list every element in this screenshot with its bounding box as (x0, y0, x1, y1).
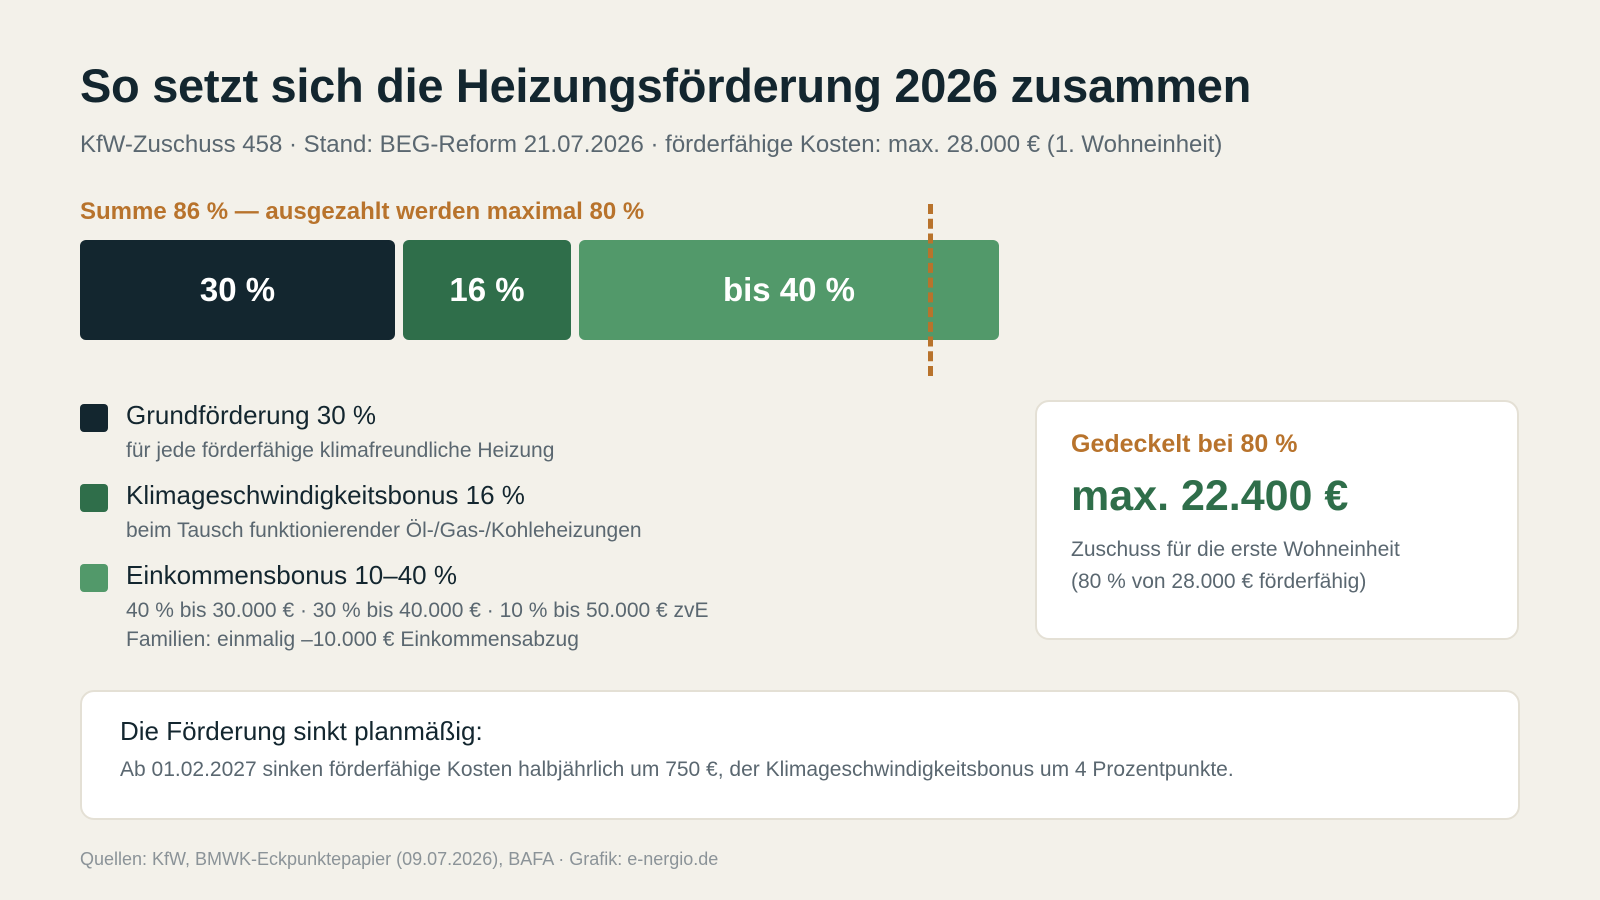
cap-heading: Gedeckelt bei 80 % (1071, 430, 1298, 458)
note-card: Die Förderung sinkt planmäßig: Ab 01.02.… (80, 690, 1520, 820)
legend-title: Einkommensbonus 10–40 % (126, 560, 457, 590)
bar-segment: 16 % (403, 240, 571, 340)
legend-swatch (80, 484, 108, 512)
note-text: Ab 01.02.2027 sinken förderfähige Kosten… (120, 758, 1234, 781)
sum-label: Summe 86 % — ausgezahlt werden maximal 8… (80, 198, 645, 225)
bar-segment: bis 40 % (579, 240, 999, 340)
legend-title: Grundförderung 30 % (126, 400, 377, 430)
legend-description-line: Familien: einmalig –10.000 € Einkommensa… (126, 628, 579, 651)
legend-description: für jede förderfähige klimafreundliche H… (126, 436, 554, 465)
cap-description-line: Zuschuss für die erste Wohneinheit (1071, 538, 1400, 561)
legend-description: beim Tausch funktionierender Öl-/Gas-/Ko… (126, 516, 642, 545)
legend-title: Klimageschwindigkeitsbonus 16 % (126, 480, 525, 510)
legend-swatch (80, 564, 108, 592)
legend-description-line: beim Tausch funktionierender Öl-/Gas-/Ko… (126, 519, 642, 542)
source-line: Quellen: KfW, BMWK-Eckpunktepapier (09.0… (80, 849, 719, 869)
note-title: Die Förderung sinkt planmäßig: (120, 716, 483, 746)
cap-card: Gedeckelt bei 80 % max. 22.400 € Zuschus… (1035, 400, 1519, 640)
page-title: So setzt sich die Heizungsförderung 2026… (80, 59, 1252, 112)
bar-segment: 30 % (80, 240, 395, 340)
cap-description-line: (80 % von 28.000 € förderfähig) (1071, 570, 1367, 593)
legend-description-line: 40 % bis 30.000 € · 30 % bis 40.000 € · … (126, 599, 709, 622)
cap-description: Zuschuss für die erste Wohneinheit (80 %… (1071, 534, 1400, 598)
legend-description: 40 % bis 30.000 € · 30 % bis 40.000 € · … (126, 596, 709, 654)
cap-amount: max. 22.400 € (1071, 472, 1349, 520)
legend-swatch (80, 404, 108, 432)
legend-description-line: für jede förderfähige klimafreundliche H… (126, 439, 555, 462)
cap-marker-line (928, 204, 933, 376)
page-subtitle: KfW-Zuschuss 458 · Stand: BEG-Reform 21.… (80, 131, 1223, 158)
